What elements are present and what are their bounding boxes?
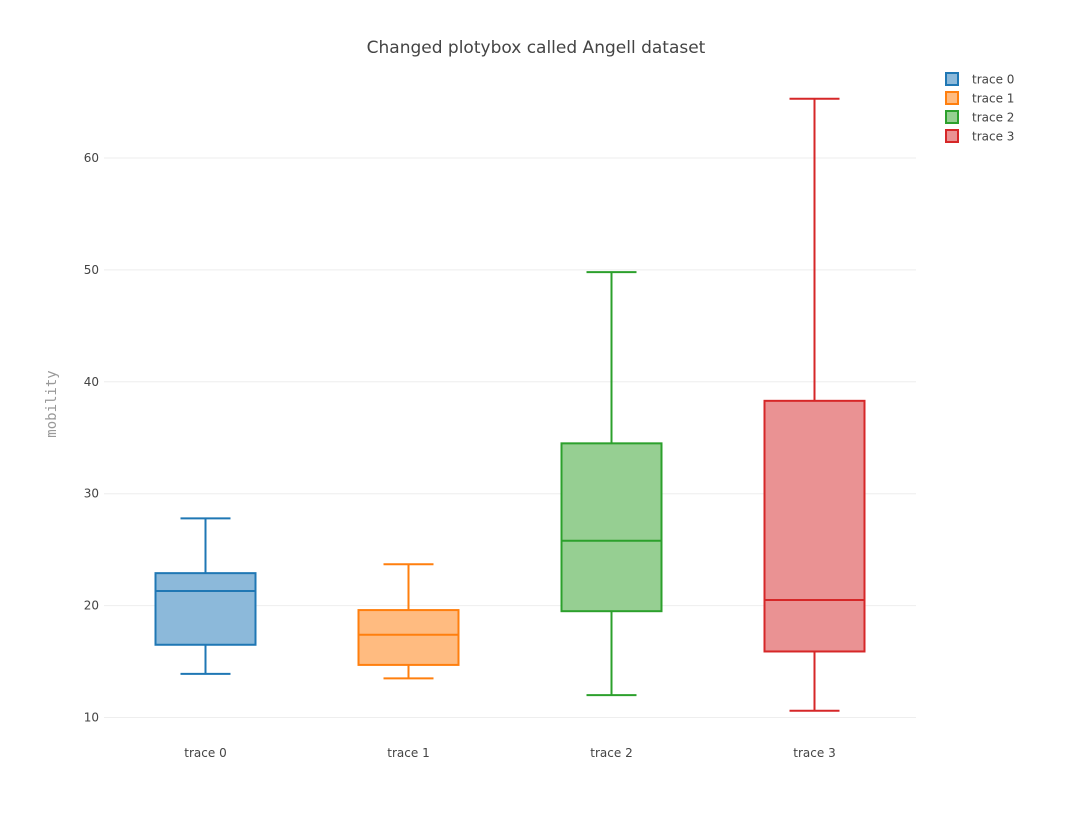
x-tick-label-2: trace 2 — [590, 746, 632, 760]
legend-swatch-2 — [945, 110, 959, 124]
x-tick-labels: trace 0 trace 1 trace 2 trace 3 — [184, 746, 835, 760]
legend-swatch-0 — [945, 72, 959, 86]
legend[interactable]: trace 0 trace 1 trace 2 trace 3 — [945, 72, 1014, 144]
y-tick-label-60: 60 — [84, 151, 99, 165]
legend-label-0: trace 0 — [972, 73, 1014, 87]
box-trace-3[interactable] — [763, 97, 866, 712]
legend-label-2: trace 2 — [972, 111, 1014, 125]
iqr-box — [357, 609, 460, 666]
x-tick-label-0: trace 0 — [184, 746, 226, 760]
iqr-box — [154, 572, 257, 646]
legend-item-1[interactable]: trace 1 — [945, 91, 1014, 106]
legend-item-3[interactable]: trace 3 — [945, 129, 1014, 144]
legend-label-1: trace 1 — [972, 92, 1014, 106]
x-tick-label-3: trace 3 — [793, 746, 835, 760]
box-traces — [154, 97, 866, 712]
y-tick-label-40: 40 — [84, 375, 99, 389]
iqr-box — [560, 442, 663, 613]
legend-item-0[interactable]: trace 0 — [945, 72, 1014, 87]
box-trace-1[interactable] — [357, 563, 460, 680]
y-axis-label: mobility — [44, 370, 60, 437]
x-tick-label-1: trace 1 — [387, 746, 429, 760]
box-trace-2[interactable] — [560, 271, 663, 697]
legend-item-2[interactable]: trace 2 — [945, 110, 1014, 125]
chart-title: Changed plotybox called Angell dataset — [367, 38, 706, 58]
legend-swatch-1 — [945, 91, 959, 105]
y-tick-label-30: 30 — [84, 487, 99, 501]
box-trace-0[interactable] — [154, 517, 257, 675]
legend-label-3: trace 3 — [972, 130, 1014, 144]
iqr-box — [763, 399, 866, 653]
y-tick-label-10: 10 — [84, 711, 99, 725]
y-tick-label-50: 50 — [84, 263, 99, 277]
y-tick-label-20: 20 — [84, 599, 99, 613]
y-tick-labels: 10 20 30 40 50 60 — [84, 151, 99, 725]
legend-swatch-3 — [945, 129, 959, 143]
